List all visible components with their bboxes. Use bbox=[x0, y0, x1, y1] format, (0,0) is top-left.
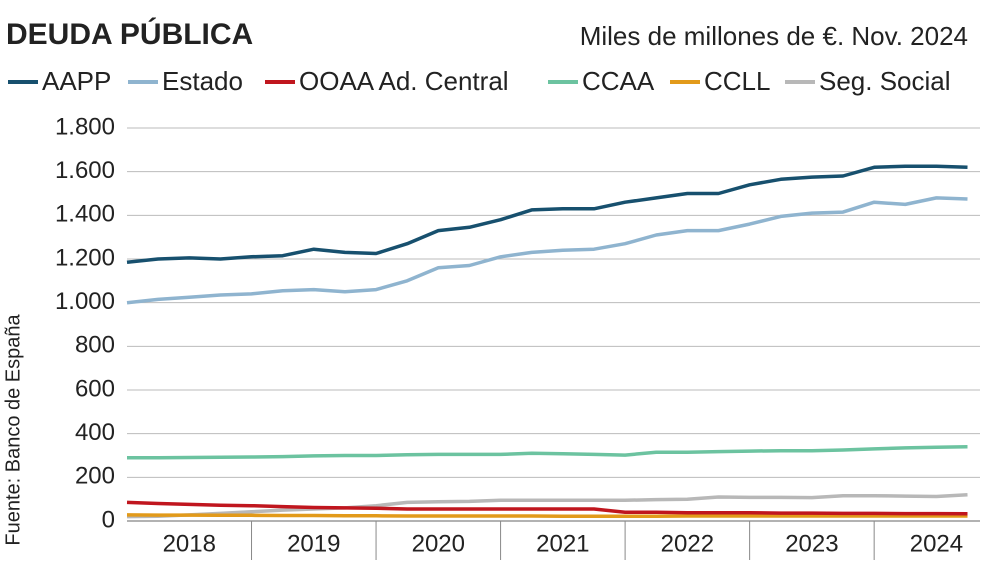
y-tick-label: 1.200 bbox=[55, 244, 115, 271]
y-tick-label: 1.400 bbox=[55, 201, 115, 228]
series-line bbox=[126, 513, 968, 518]
legend-label: CCLL bbox=[704, 66, 770, 96]
x-tick-label: 2021 bbox=[536, 530, 589, 557]
series-line bbox=[126, 493, 968, 519]
y-tick-label: 600 bbox=[75, 375, 115, 402]
source: Fuente: Banco de España bbox=[2, 313, 24, 545]
x-tick-label: 2019 bbox=[287, 530, 340, 557]
series-line bbox=[126, 196, 968, 305]
y-tick-label: 800 bbox=[75, 332, 115, 359]
series-line bbox=[126, 500, 968, 516]
y-tick-label: 0 bbox=[102, 506, 115, 533]
x-tick-label: 2022 bbox=[661, 530, 714, 557]
series-line bbox=[126, 164, 968, 265]
x-tick-label: 2024 bbox=[910, 530, 963, 557]
x-tick-label: 2023 bbox=[785, 530, 838, 557]
x-tick-label: 2018 bbox=[163, 530, 216, 557]
legend-label: Estado bbox=[162, 66, 243, 96]
legend-label: CCAA bbox=[582, 66, 655, 96]
x-tick-label: 2020 bbox=[412, 530, 465, 557]
series-line bbox=[127, 445, 968, 460]
y-tick-label: 1.800 bbox=[55, 113, 115, 140]
chart-subtitle: Miles de millones de €. Nov. 2024 bbox=[580, 21, 968, 51]
y-tick-label: 1.000 bbox=[55, 288, 115, 315]
y-tick-label: 400 bbox=[75, 419, 115, 446]
legend-label: Seg. Social bbox=[819, 66, 951, 96]
y-tick-label: 1.600 bbox=[55, 157, 115, 184]
chart-title: DEUDA PÚBLICA bbox=[6, 17, 253, 51]
legend-label: AAPP bbox=[42, 66, 111, 96]
legend-label: OOAA Ad. Central bbox=[299, 66, 509, 96]
y-tick-label: 200 bbox=[75, 463, 115, 490]
